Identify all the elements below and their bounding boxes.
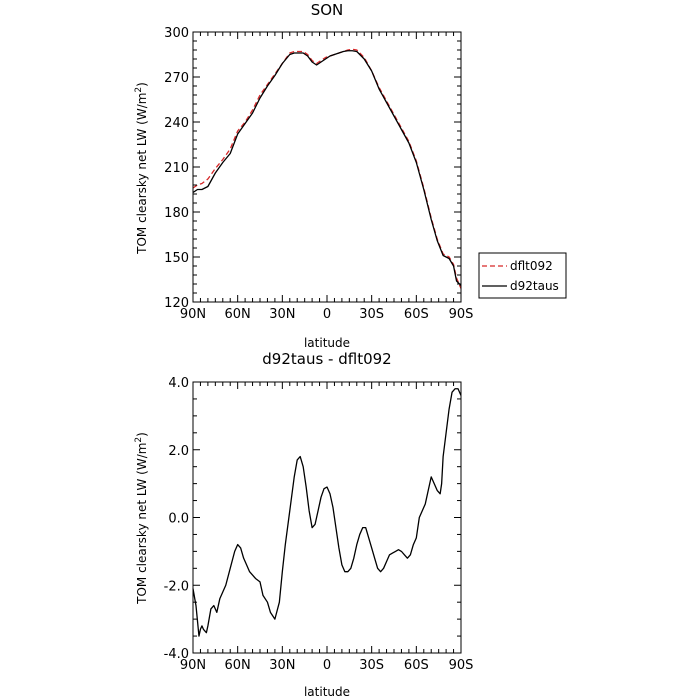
top-x-tick-label: 60S: [404, 307, 429, 322]
top-chart-legend: dflt092 d92taus: [478, 252, 567, 299]
bottom-y-axis-label-superscript: 2: [134, 437, 144, 443]
top-chart-title: SON: [311, 1, 344, 19]
top-y-axis-label-superscript: 2: [134, 87, 144, 93]
bottom-x-tick-label: 30N: [269, 658, 295, 673]
legend-label-d92taus: d92taus: [510, 279, 559, 293]
bottom-x-axis-label: latitude: [304, 685, 350, 699]
bottom-y-tick-label: -2.0: [164, 579, 189, 594]
top-x-tick-label: 90N: [180, 307, 206, 322]
bottom-y-axis-label-close: ): [135, 432, 149, 437]
top-x-tick-label: 0: [323, 307, 331, 322]
bottom-y-tick-label: 4.0: [168, 376, 189, 391]
top-x-tick-label: 60N: [225, 307, 251, 322]
top-x-tick-label: 30S: [359, 307, 384, 322]
bottom-y-tick-label: 0.0: [168, 512, 189, 527]
top-y-tick-label: 210: [164, 161, 189, 176]
bottom-y-axis-label: TOM clearsky net LW (W/m2): [134, 432, 149, 605]
bottom-plot-area: 90N 60N 30N 0 30S 60S 90S -4.0 -2.0 0.0 2.0 4.0: [164, 376, 474, 673]
top-x-tick-label: 30N: [269, 307, 295, 322]
top-y-axis-label: TOM clearsky net LW (W/m2): [134, 82, 149, 255]
bottom-difference-line: [192, 388, 462, 637]
top-plot-area: 90N 60N 30N 0 30S 60S 90S 120 150 180 210 240 270 300: [164, 26, 473, 322]
top-y-axis-label-close: ): [135, 82, 149, 87]
top-y-tick-label: 180: [164, 206, 189, 221]
bottom-x-tick-label: 30S: [359, 658, 384, 673]
top-x-tick-label: 90S: [449, 307, 474, 322]
legend-box: [478, 252, 567, 299]
bottom-chart-title: d92taus - dflt092: [262, 350, 391, 368]
bottom-x-tick-label: 0: [323, 658, 331, 673]
top-y-tick-label: 150: [164, 251, 189, 266]
top-y-tick-label: 270: [164, 71, 189, 86]
top-y-axis-label-main: TOM clearsky net LW (W/m: [135, 93, 149, 255]
bottom-x-tick-label: 60S: [404, 658, 429, 673]
bottom-y-axis-label-main: TOM clearsky net LW (W/m: [135, 443, 149, 605]
bottom-x-tick-label: 90N: [180, 658, 206, 673]
bottom-x-tick-label: 90S: [449, 658, 474, 673]
bottom-x-tick-label: 60N: [225, 658, 251, 673]
bottom-line-chart: d92taus - dflt092 90N 60N 30N 0 30S 60S 90S -4.…: [134, 350, 473, 699]
bottom-y-tick-label: 2.0: [168, 444, 189, 459]
top-y-tick-label: 120: [164, 296, 189, 311]
legend-label-dflt092: dflt092: [510, 259, 553, 273]
top-y-tick-label: 240: [164, 116, 189, 131]
top-line-chart: SON 90N 60N 30N 0 30S 60S 90S 120 150 180 210 240 27…: [134, 1, 567, 350]
series-d92taus-line: [192, 50, 462, 286]
bottom-y-tick-label: -4.0: [164, 647, 189, 662]
top-x-axis-label: latitude: [304, 336, 350, 350]
top-y-tick-label: 300: [164, 26, 189, 41]
